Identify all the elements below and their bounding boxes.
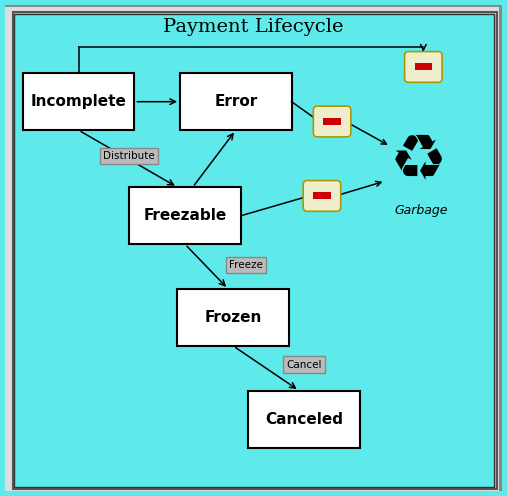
- FancyBboxPatch shape: [313, 192, 331, 199]
- Text: Freeze: Freeze: [229, 260, 263, 270]
- FancyBboxPatch shape: [5, 7, 499, 491]
- FancyBboxPatch shape: [313, 106, 351, 137]
- FancyBboxPatch shape: [23, 73, 134, 130]
- FancyBboxPatch shape: [303, 181, 341, 211]
- FancyBboxPatch shape: [13, 12, 497, 489]
- FancyBboxPatch shape: [323, 118, 341, 125]
- Text: Freezable: Freezable: [143, 208, 227, 223]
- Text: Incomplete: Incomplete: [30, 94, 127, 109]
- Text: ♻: ♻: [390, 130, 447, 192]
- Text: Distribute: Distribute: [103, 151, 155, 161]
- FancyBboxPatch shape: [415, 63, 432, 70]
- Text: Payment Lifecycle: Payment Lifecycle: [163, 18, 344, 36]
- FancyBboxPatch shape: [405, 52, 442, 82]
- Text: Error: Error: [214, 94, 258, 109]
- Text: Frozen: Frozen: [204, 310, 262, 325]
- Text: Cancel: Cancel: [286, 360, 322, 370]
- FancyBboxPatch shape: [129, 187, 241, 245]
- Text: Canceled: Canceled: [265, 412, 343, 427]
- Text: Garbage: Garbage: [394, 204, 448, 217]
- FancyBboxPatch shape: [248, 391, 360, 447]
- FancyBboxPatch shape: [177, 289, 289, 346]
- FancyBboxPatch shape: [180, 73, 292, 130]
- FancyBboxPatch shape: [5, 5, 502, 491]
